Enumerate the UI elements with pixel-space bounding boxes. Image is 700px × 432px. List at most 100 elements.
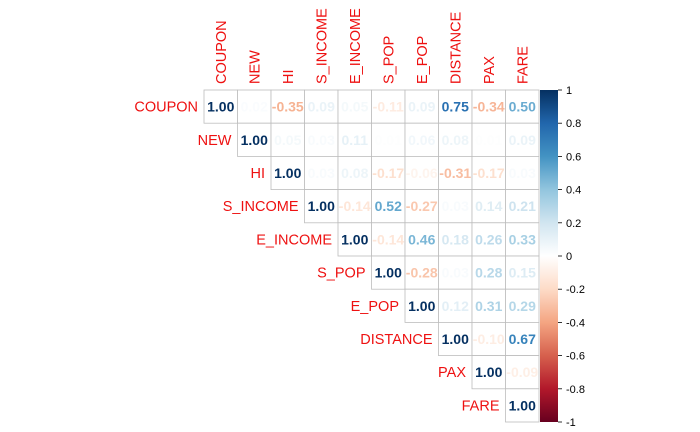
column-labels: COUPON NEW HI S_INCOME E_INCOME S_POP E_POP DIS… — [214, 8, 532, 84]
legend-tick-label: 1 — [566, 85, 572, 97]
cell-value-COUPON-E_POP: 0.09 — [408, 99, 435, 115]
cell-NEW-E_INCOME — [337, 122, 372, 157]
cell-DISTANCE-PAX — [471, 321, 506, 356]
cell-value-S_INCOME-S_POP: 0.52 — [375, 198, 402, 214]
cell-DISTANCE-DISTANCE — [438, 321, 473, 356]
cell-value-NEW-S_INCOME: 0.03 — [308, 132, 335, 148]
cell-S_POP-FARE — [505, 255, 540, 290]
cell-value-DISTANCE-DISTANCE: 1.00 — [442, 331, 469, 347]
row-label-COUPON: COUPON — [134, 100, 198, 116]
cell-HI-FARE — [505, 155, 540, 190]
color-legend: -1 -0.8 -0.6 -0.4 -0.2 0 0.2 0.4 0.6 0.8 1 — [540, 85, 585, 429]
cell-value-NEW-S_POP: 0.01 — [375, 132, 402, 148]
column-label-FARE: FARE — [515, 46, 531, 84]
correlation-cells: 1.00 0.02 -0.35 0.09 0.05 -0.11 0.09 0.75 -0.34 0… — [203, 89, 540, 423]
row-label-E_INCOME: E_INCOME — [256, 232, 332, 248]
cell-COUPON-S_POP — [371, 89, 406, 124]
column-label-COUPON: COUPON — [214, 20, 230, 84]
column-label-S_POP: S_POP — [381, 36, 397, 84]
cell-NEW-HI — [270, 122, 305, 157]
cell-value-S_INCOME-PAX: 0.14 — [475, 198, 502, 214]
cell-NEW-FARE — [505, 122, 540, 157]
cell-value-HI-E_INCOME: 0.08 — [341, 165, 368, 181]
cell-value-NEW-E_INCOME: 0.11 — [342, 132, 369, 148]
cell-COUPON-NEW — [237, 89, 272, 124]
cell-E_POP-PAX — [471, 288, 506, 323]
row-label-PAX: PAX — [438, 365, 466, 381]
cell-value-COUPON-COUPON: 1.00 — [207, 99, 234, 115]
cell-S_POP-DISTANCE — [438, 255, 473, 290]
cell-value-NEW-HI: 0.05 — [274, 132, 301, 148]
legend-tick-label: -1 — [566, 417, 576, 429]
legend-tick-label: -0.4 — [566, 317, 585, 329]
column-label-E_POP: E_POP — [415, 36, 431, 84]
legend-tick-label: -0.8 — [566, 384, 585, 396]
cell-COUPON-FARE — [505, 89, 540, 124]
cell-value-PAX-PAX: 1.00 — [475, 364, 502, 380]
cell-value-HI-S_POP: -0.17 — [372, 165, 404, 181]
column-label-S_INCOME: S_INCOME — [314, 8, 330, 84]
cell-value-COUPON-E_INCOME: 0.05 — [341, 99, 368, 115]
cell-COUPON-COUPON — [203, 89, 238, 124]
cell-value-COUPON-S_POP: -0.11 — [373, 99, 404, 115]
column-label-PAX: PAX — [482, 56, 498, 84]
column-label-DISTANCE: DISTANCE — [448, 11, 464, 84]
cell-HI-S_INCOME — [304, 155, 339, 190]
cell-E_POP-FARE — [505, 288, 540, 323]
cell-value-S_INCOME-S_INCOME: 1.00 — [308, 198, 335, 214]
cell-E_POP-DISTANCE — [438, 288, 473, 323]
cell-value-DISTANCE-FARE: 0.67 — [509, 331, 536, 347]
cell-value-E_INCOME-DISTANCE: 0.18 — [442, 231, 469, 247]
row-label-S_POP: S_POP — [317, 266, 365, 282]
cell-E_INCOME-S_POP — [371, 222, 406, 257]
cell-value-S_INCOME-FARE: 0.21 — [509, 198, 536, 214]
row-label-FARE: FARE — [462, 398, 500, 414]
cell-value-HI-DISTANCE: -0.31 — [439, 165, 471, 181]
cell-value-COUPON-FARE: 0.50 — [509, 99, 536, 115]
legend-tick-label: -0.2 — [566, 284, 585, 296]
cell-value-S_POP-PAX: 0.28 — [475, 265, 502, 281]
legend-tick-label: 0.8 — [566, 118, 581, 130]
cell-value-S_INCOME-E_INCOME: -0.14 — [339, 198, 371, 214]
cell-value-E_INCOME-E_INCOME: 1.00 — [341, 231, 368, 247]
cell-value-E_INCOME-FARE: 0.33 — [509, 231, 536, 247]
cell-value-E_INCOME-S_POP: -0.14 — [372, 231, 404, 247]
cell-value-PAX-FARE: -0.09 — [506, 364, 538, 380]
legend-tick-label: 0 — [566, 251, 572, 263]
cell-value-E_POP-PAX: 0.31 — [475, 298, 502, 314]
cell-value-E_POP-FARE: 0.29 — [509, 298, 536, 314]
legend-tick-label: -0.6 — [566, 351, 585, 363]
cell-E_POP-E_POP — [404, 288, 439, 323]
cell-S_INCOME-S_INCOME — [304, 189, 339, 224]
cell-NEW-DISTANCE — [438, 122, 473, 157]
legend-tick-label: 0.6 — [566, 151, 581, 163]
cell-value-S_POP-S_POP: 1.00 — [375, 265, 402, 281]
cell-S_INCOME-E_INCOME — [337, 189, 372, 224]
row-label-DISTANCE: DISTANCE — [360, 332, 433, 348]
cell-value-E_POP-DISTANCE: 0.12 — [442, 298, 469, 314]
cell-value-NEW-FARE: 0.09 — [509, 132, 536, 148]
cell-S_POP-E_POP — [404, 255, 439, 290]
cell-value-COUPON-DISTANCE: 0.75 — [442, 99, 469, 115]
cell-E_INCOME-E_POP — [404, 222, 439, 257]
legend-colorbar — [540, 90, 558, 422]
cell-S_POP-S_POP — [371, 255, 406, 290]
cell-value-COUPON-NEW: 0.02 — [241, 99, 268, 115]
row-label-HI: HI — [251, 166, 266, 182]
cell-value-S_POP-FARE: 0.15 — [509, 265, 536, 281]
cell-value-S_POP-DISTANCE: 0.03 — [442, 265, 469, 281]
legend-tick-label: 0.4 — [566, 185, 581, 197]
cell-FARE-FARE — [505, 388, 540, 423]
cell-E_INCOME-E_INCOME — [337, 222, 372, 257]
legend-tick-label: 0.2 — [566, 218, 581, 230]
cell-NEW-E_POP — [404, 122, 439, 157]
row-label-E_POP: E_POP — [351, 299, 399, 315]
cell-value-HI-HI: 1.00 — [274, 165, 301, 181]
cell-value-E_INCOME-PAX: 0.26 — [475, 231, 502, 247]
cell-HI-HI — [270, 155, 305, 190]
column-label-E_INCOME: E_INCOME — [348, 8, 364, 84]
cell-value-NEW-E_POP: 0.06 — [408, 132, 435, 148]
cell-PAX-PAX — [471, 355, 506, 390]
cell-PAX-FARE — [505, 355, 540, 390]
